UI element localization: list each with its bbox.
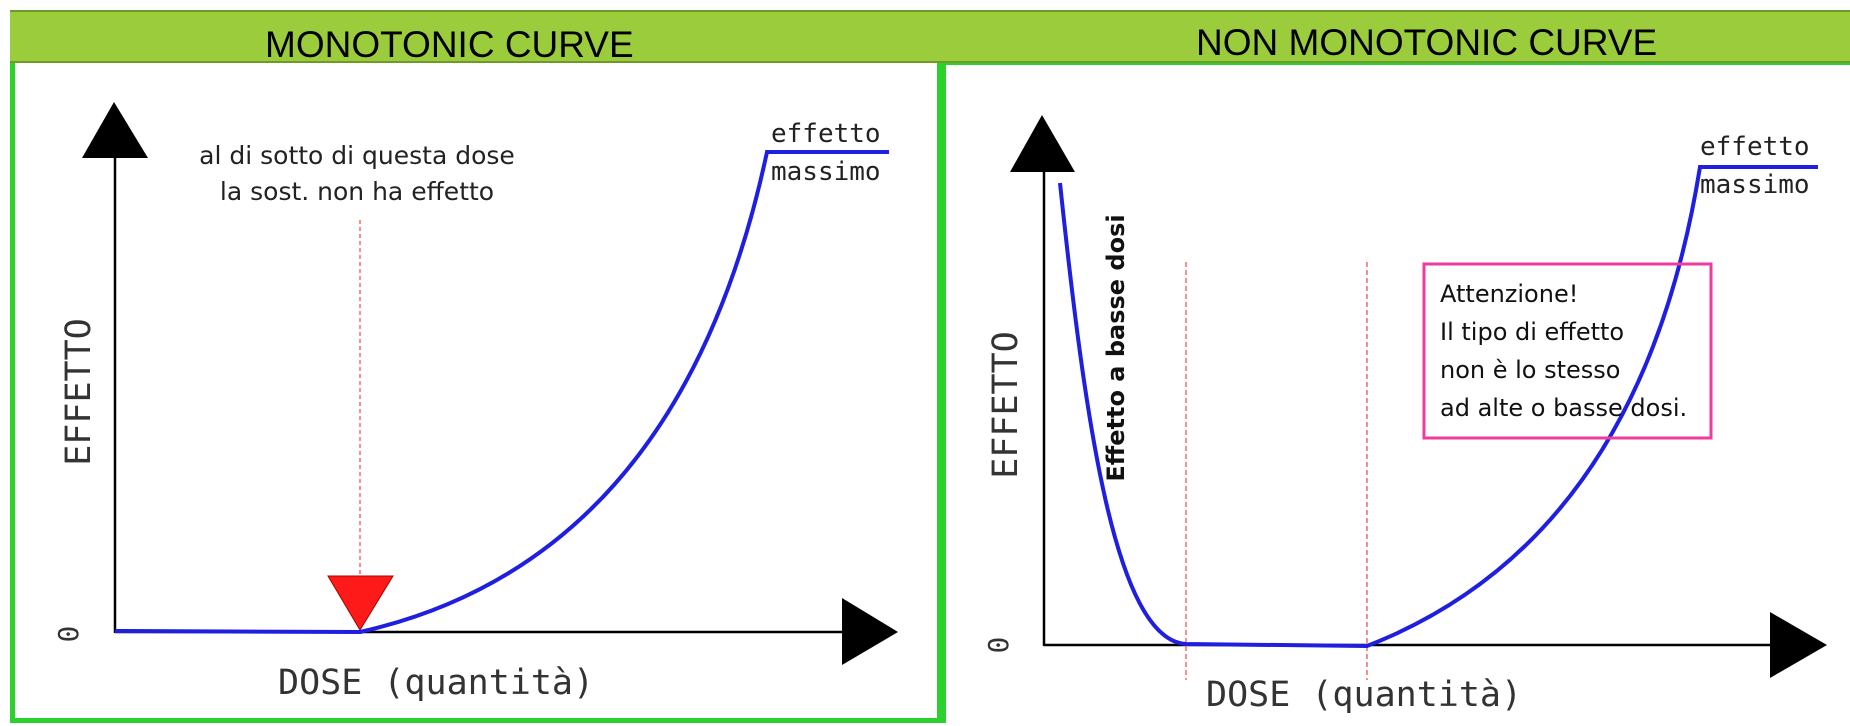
left-x-axis-label: DOSE (quantità): [278, 663, 594, 703]
left-diagram: EFFETTO 0 DOSE (quantità) al di sotto di…: [52, 102, 898, 703]
left-panel-title: MONOTONIC CURVE: [265, 24, 634, 65]
right-x-arrowhead: [1770, 612, 1827, 678]
warning-line-3: non è lo stesso: [1440, 356, 1620, 384]
right-origin-label: 0: [982, 637, 1015, 654]
left-max-label-line1: effetto: [771, 119, 881, 149]
warning-line-4: ad alte o basse dosi.: [1440, 394, 1687, 422]
header-band: [10, 10, 1850, 63]
low-dose-effect-label: Effetto a basse dosi: [1102, 214, 1130, 481]
non-monotonic-curve: [1058, 165, 1818, 649]
right-panel-title: NON MONOTONIC CURVE: [1196, 22, 1658, 63]
monotonic-curve: [114, 150, 889, 635]
right-max-label-line2: massimo: [1700, 170, 1810, 200]
warning-line-1: Attenzione!: [1440, 280, 1578, 308]
warning-box: [1422, 262, 1713, 440]
right-y-arrowhead: [1010, 115, 1075, 172]
left-max-label-line2: massimo: [771, 157, 881, 187]
right-x-axis-label: DOSE (quantità): [1206, 675, 1522, 715]
right-diagram: EFFETTO 0 DOSE (quantità) Effetto a bass…: [982, 115, 1827, 715]
left-x-arrowhead: [842, 598, 898, 665]
left-origin-label: 0: [52, 626, 85, 643]
threshold-note-line1: al di sotto di questa dose: [199, 141, 515, 170]
left-y-axis-label: EFFETTO: [59, 318, 99, 466]
left-panel-frame: [10, 63, 942, 723]
threshold-note-line2: la sost. non ha effetto: [220, 177, 494, 206]
threshold-marker: [327, 575, 394, 631]
right-panel-frame: [942, 63, 1850, 723]
warning-line-2: Il tipo di effetto: [1440, 318, 1624, 346]
left-y-arrowhead: [82, 102, 148, 158]
right-max-label-line1: effetto: [1700, 132, 1810, 162]
right-y-axis-label: EFFETTO: [986, 331, 1026, 479]
